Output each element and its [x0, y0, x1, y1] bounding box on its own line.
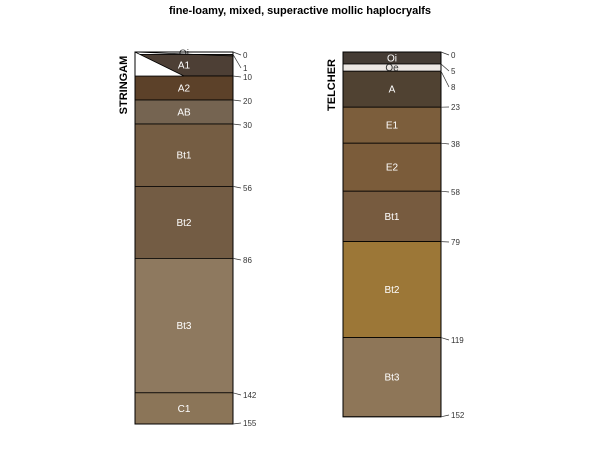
depth-label: 8	[451, 83, 456, 92]
depth-label: 5	[451, 67, 456, 76]
depth-leader	[232, 123, 242, 126]
depth-leader	[440, 337, 450, 341]
depth-label: 1	[243, 64, 248, 73]
horizon-e2: E2	[342, 142, 442, 192]
depth-label: 79	[451, 238, 460, 247]
depth-leader	[440, 63, 450, 72]
horizon-bt1: Bt1	[134, 123, 234, 187]
horizon-label: Bt2	[176, 218, 191, 229]
depth-leader	[232, 99, 242, 102]
horizon-label: Bt3	[176, 321, 191, 332]
depth-label: 0	[243, 51, 248, 60]
horizon-ab: AB	[134, 99, 234, 125]
depth-leader	[232, 258, 242, 261]
horizon-block	[342, 70, 442, 108]
depth-label: 152	[451, 411, 465, 420]
depth-label: 30	[243, 121, 252, 130]
depth-leader	[440, 414, 450, 418]
profile-name: STRINGAM	[118, 56, 130, 115]
horizon-bt3: Bt3	[342, 337, 442, 418]
depth-label: 155	[243, 419, 257, 428]
horizon-label: Oi	[387, 54, 397, 65]
horizon-block	[134, 123, 234, 187]
depth-leader	[440, 142, 450, 145]
depth-leader	[232, 75, 242, 78]
depth-label: 0	[451, 51, 456, 60]
depth-leader	[232, 51, 242, 56]
horizon-bt2: Bt2	[342, 241, 442, 339]
depth-leader	[232, 186, 242, 189]
depth-leader	[232, 392, 242, 396]
horizon-block	[134, 257, 234, 394]
horizon-block	[134, 185, 234, 259]
profile-stringam: OiA1A2ABBt1Bt2Bt3C1011020305686142155STR…	[118, 49, 257, 428]
horizon-label: Bt1	[176, 151, 191, 162]
horizon-block	[134, 392, 234, 425]
horizon-label: A2	[178, 84, 191, 95]
horizon-a2: A2	[134, 75, 234, 101]
horizon-e1: E1	[342, 106, 442, 144]
horizon-boundary	[134, 51, 234, 57]
horizon-bt3: Bt3	[134, 257, 234, 394]
depth-leader	[440, 190, 450, 193]
depth-leader	[440, 51, 450, 56]
depth-label: 20	[243, 97, 252, 106]
horizon-label: Bt3	[384, 373, 399, 384]
depth-leader	[232, 54, 242, 69]
horizon-label: E1	[386, 121, 399, 132]
depth-label: 119	[451, 336, 464, 345]
depth-label: 58	[451, 188, 460, 197]
horizon-label: E2	[386, 163, 399, 174]
figure-title: fine-loamy, mixed, superactive mollic ha…	[168, 5, 432, 17]
horizon-bt1: Bt1	[342, 190, 442, 242]
horizon-label: A1	[178, 61, 191, 72]
profile-telcher: OiOeAE1E2Bt1Bt2Bt305823385879119152TELCH…	[326, 51, 465, 420]
horizon-c1: C1	[134, 392, 234, 425]
depth-label: 56	[243, 184, 252, 193]
profile-outline	[134, 51, 234, 425]
profile-outline	[342, 51, 442, 418]
profile-name: TELCHER	[326, 59, 338, 111]
horizon-block	[134, 99, 234, 125]
horizon-label: Oe	[385, 63, 399, 74]
depth-label: 23	[451, 103, 460, 112]
horizon-label: C1	[178, 404, 191, 415]
depth-label: 142	[243, 391, 257, 400]
depth-label: 10	[243, 73, 252, 82]
horizon-label: Bt2	[384, 285, 399, 296]
horizon-block	[342, 142, 442, 192]
horizon-block	[342, 241, 442, 339]
depth-leader	[440, 71, 450, 88]
horizon-label: A	[389, 85, 396, 96]
horizon-label: Bt1	[384, 212, 399, 223]
depth-leader	[232, 422, 242, 425]
horizon-a: A	[342, 70, 442, 108]
horizon-label: AB	[177, 108, 191, 119]
depth-label: 38	[451, 140, 460, 149]
horizon-bt2: Bt2	[134, 185, 234, 259]
depth-label: 86	[243, 256, 252, 265]
